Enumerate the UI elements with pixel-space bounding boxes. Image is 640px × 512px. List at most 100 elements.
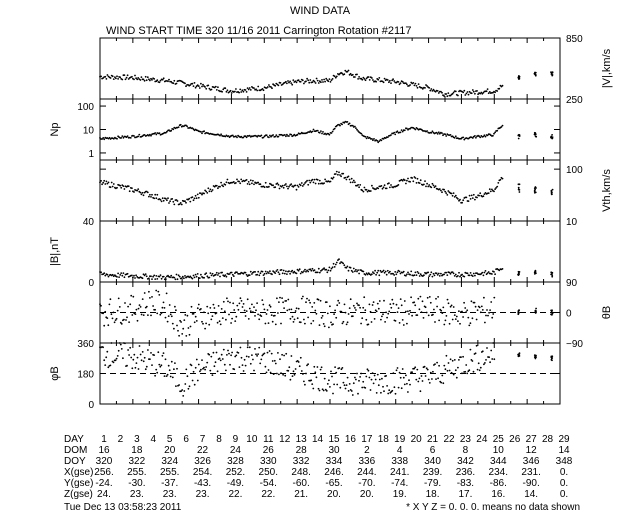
- data-point: [395, 303, 398, 306]
- data-point: [298, 268, 301, 271]
- data-point: [175, 273, 178, 276]
- data-point: [481, 350, 484, 353]
- data-point: [307, 316, 309, 319]
- data-point: [350, 390, 353, 392]
- data-point: [157, 351, 160, 354]
- data-point: [359, 376, 361, 378]
- data-point: [135, 274, 138, 277]
- data-point: [182, 395, 185, 397]
- data-point: [453, 137, 456, 139]
- data-point: [236, 304, 239, 307]
- data-point: [345, 178, 348, 181]
- data-point: [253, 87, 255, 89]
- data-point: [457, 320, 459, 322]
- data-point: [347, 69, 350, 72]
- data-point: [316, 129, 319, 132]
- data-point: [105, 78, 108, 80]
- data-point: [191, 82, 194, 85]
- data-point: [365, 318, 368, 321]
- data-point: [438, 319, 440, 322]
- data-point: [351, 271, 354, 273]
- data-point: [270, 314, 273, 316]
- data-point: [189, 84, 192, 86]
- data-point: [464, 307, 467, 309]
- data-point: [213, 307, 216, 309]
- data-point: [307, 270, 310, 273]
- data-point: [276, 297, 278, 300]
- data-point: [253, 183, 255, 186]
- data-point: [142, 360, 145, 363]
- data-point: [446, 298, 449, 301]
- data-point: [451, 92, 454, 95]
- table-row-label: Z(gse): [64, 489, 93, 500]
- data-point: [291, 315, 294, 318]
- data-point: [466, 372, 469, 375]
- data-point: [271, 320, 274, 323]
- data-point: [325, 301, 328, 303]
- data-point: [161, 78, 164, 81]
- data-point: [189, 275, 192, 278]
- data-point: [444, 368, 447, 371]
- data-point: [314, 82, 317, 84]
- data-point: [338, 258, 340, 261]
- data-point: [491, 316, 494, 319]
- data-point: [443, 364, 446, 367]
- data-point: [454, 135, 457, 138]
- data-point: [461, 273, 463, 276]
- data-point: [231, 317, 234, 320]
- data-point: [117, 78, 119, 80]
- data-point: [203, 366, 205, 369]
- data-point: [310, 269, 313, 272]
- data-point: [167, 315, 170, 317]
- data-point: [454, 194, 457, 197]
- data-point: [338, 367, 341, 369]
- data-point: [295, 272, 298, 275]
- data-point: [349, 72, 352, 75]
- y-tick-label: 10: [83, 126, 95, 137]
- data-point: [285, 80, 287, 83]
- data-point: [208, 353, 211, 356]
- data-point: [136, 78, 139, 81]
- data-point: [262, 303, 265, 306]
- data-point: [295, 81, 298, 84]
- data-point: [550, 73, 553, 75]
- data-point: [127, 349, 129, 351]
- data-point: [429, 301, 432, 304]
- data-point: [149, 297, 151, 299]
- data-point: [354, 307, 356, 309]
- data-point: [365, 272, 368, 275]
- data-point: [343, 303, 346, 306]
- data-point: [279, 82, 282, 84]
- data-point: [416, 86, 419, 89]
- z-gse-cell: 22.: [228, 489, 242, 500]
- data-point: [210, 88, 213, 91]
- data-point: [118, 342, 121, 344]
- data-point: [273, 359, 276, 362]
- data-point: [251, 273, 253, 275]
- data-point: [364, 387, 367, 389]
- data-point: [411, 371, 413, 374]
- data-point: [362, 76, 365, 79]
- data-point: [489, 309, 491, 311]
- data-point: [338, 302, 341, 304]
- data-point: [346, 265, 349, 268]
- data-point: [281, 297, 283, 299]
- data-point: [471, 89, 474, 91]
- data-point: [458, 271, 460, 274]
- data-point: [216, 370, 219, 373]
- day-cell: 3: [134, 434, 140, 445]
- data-point: [258, 346, 261, 349]
- data-point: [257, 313, 259, 316]
- x-gse-cell: 239.: [423, 467, 442, 478]
- data-point: [457, 94, 459, 97]
- data-point: [196, 379, 199, 382]
- data-point: [426, 130, 428, 132]
- data-point: [158, 275, 161, 278]
- data-point: [346, 321, 349, 324]
- data-point: [287, 298, 290, 301]
- data-point: [156, 79, 159, 82]
- data-point: [403, 300, 406, 302]
- data-point: [432, 370, 434, 373]
- data-point: [533, 189, 536, 192]
- data-point: [293, 318, 296, 321]
